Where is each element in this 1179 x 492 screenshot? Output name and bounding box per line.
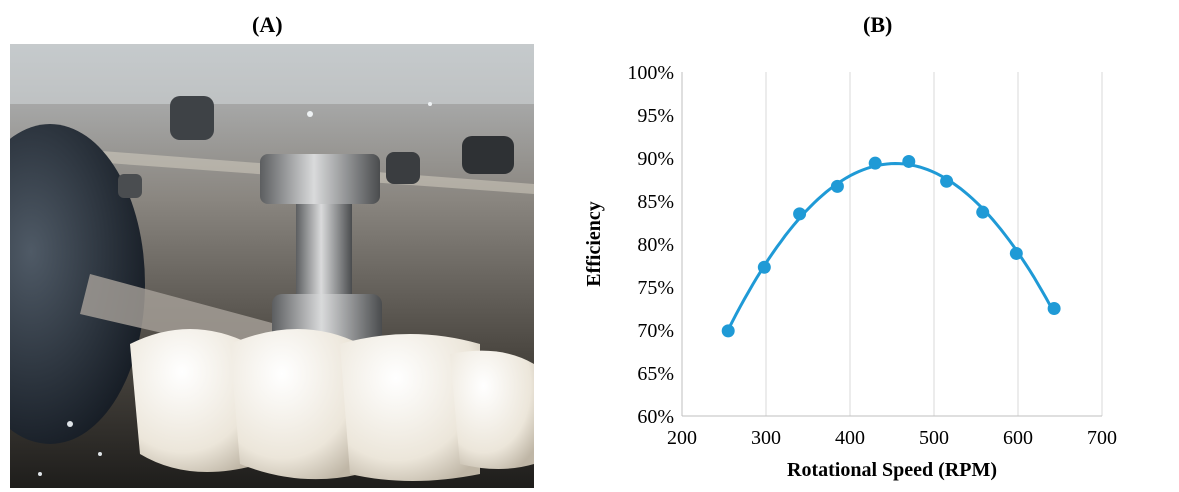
x-tick-label: 400 [835,427,865,449]
data-point [757,260,771,274]
x-tick-label: 500 [919,427,949,449]
data-point [1047,302,1061,315]
x-tick-label: 700 [1087,427,1117,449]
y-tick-label: 90% [637,148,674,170]
data-point [902,154,916,168]
y-tick-label: 85% [637,191,674,213]
y-tick-label: 80% [637,234,674,256]
y-tick-label: 65% [637,363,674,385]
x-tick-label: 200 [667,427,697,449]
panel-a-label: (A) [252,12,283,37]
y-tick-label: 95% [637,105,674,127]
y-tick-label: 70% [637,320,674,342]
y-axis-title: Efficiency [583,201,605,287]
trendline [726,161,1056,331]
data-point [940,174,954,188]
turbine-runner-photo [10,44,534,488]
data-point [976,205,990,219]
data-point [721,324,735,338]
data-point [1009,246,1023,260]
panel-b-label: (B) [863,12,893,37]
efficiency-chart: 60% 65% 70% 75% 80% 85% 90% 95% 100% 200 300 400 500… [572,44,1172,490]
data-point [830,179,844,193]
x-axis-title: Rotational Speed (RPM) [787,459,997,481]
y-tick-label: 75% [637,277,674,299]
y-tick-label: 60% [637,406,674,428]
x-tick-label: 600 [1003,427,1033,449]
x-tick-label: 300 [751,427,781,449]
data-point [793,207,807,221]
data-point [868,156,882,170]
y-tick-label: 100% [627,62,674,84]
